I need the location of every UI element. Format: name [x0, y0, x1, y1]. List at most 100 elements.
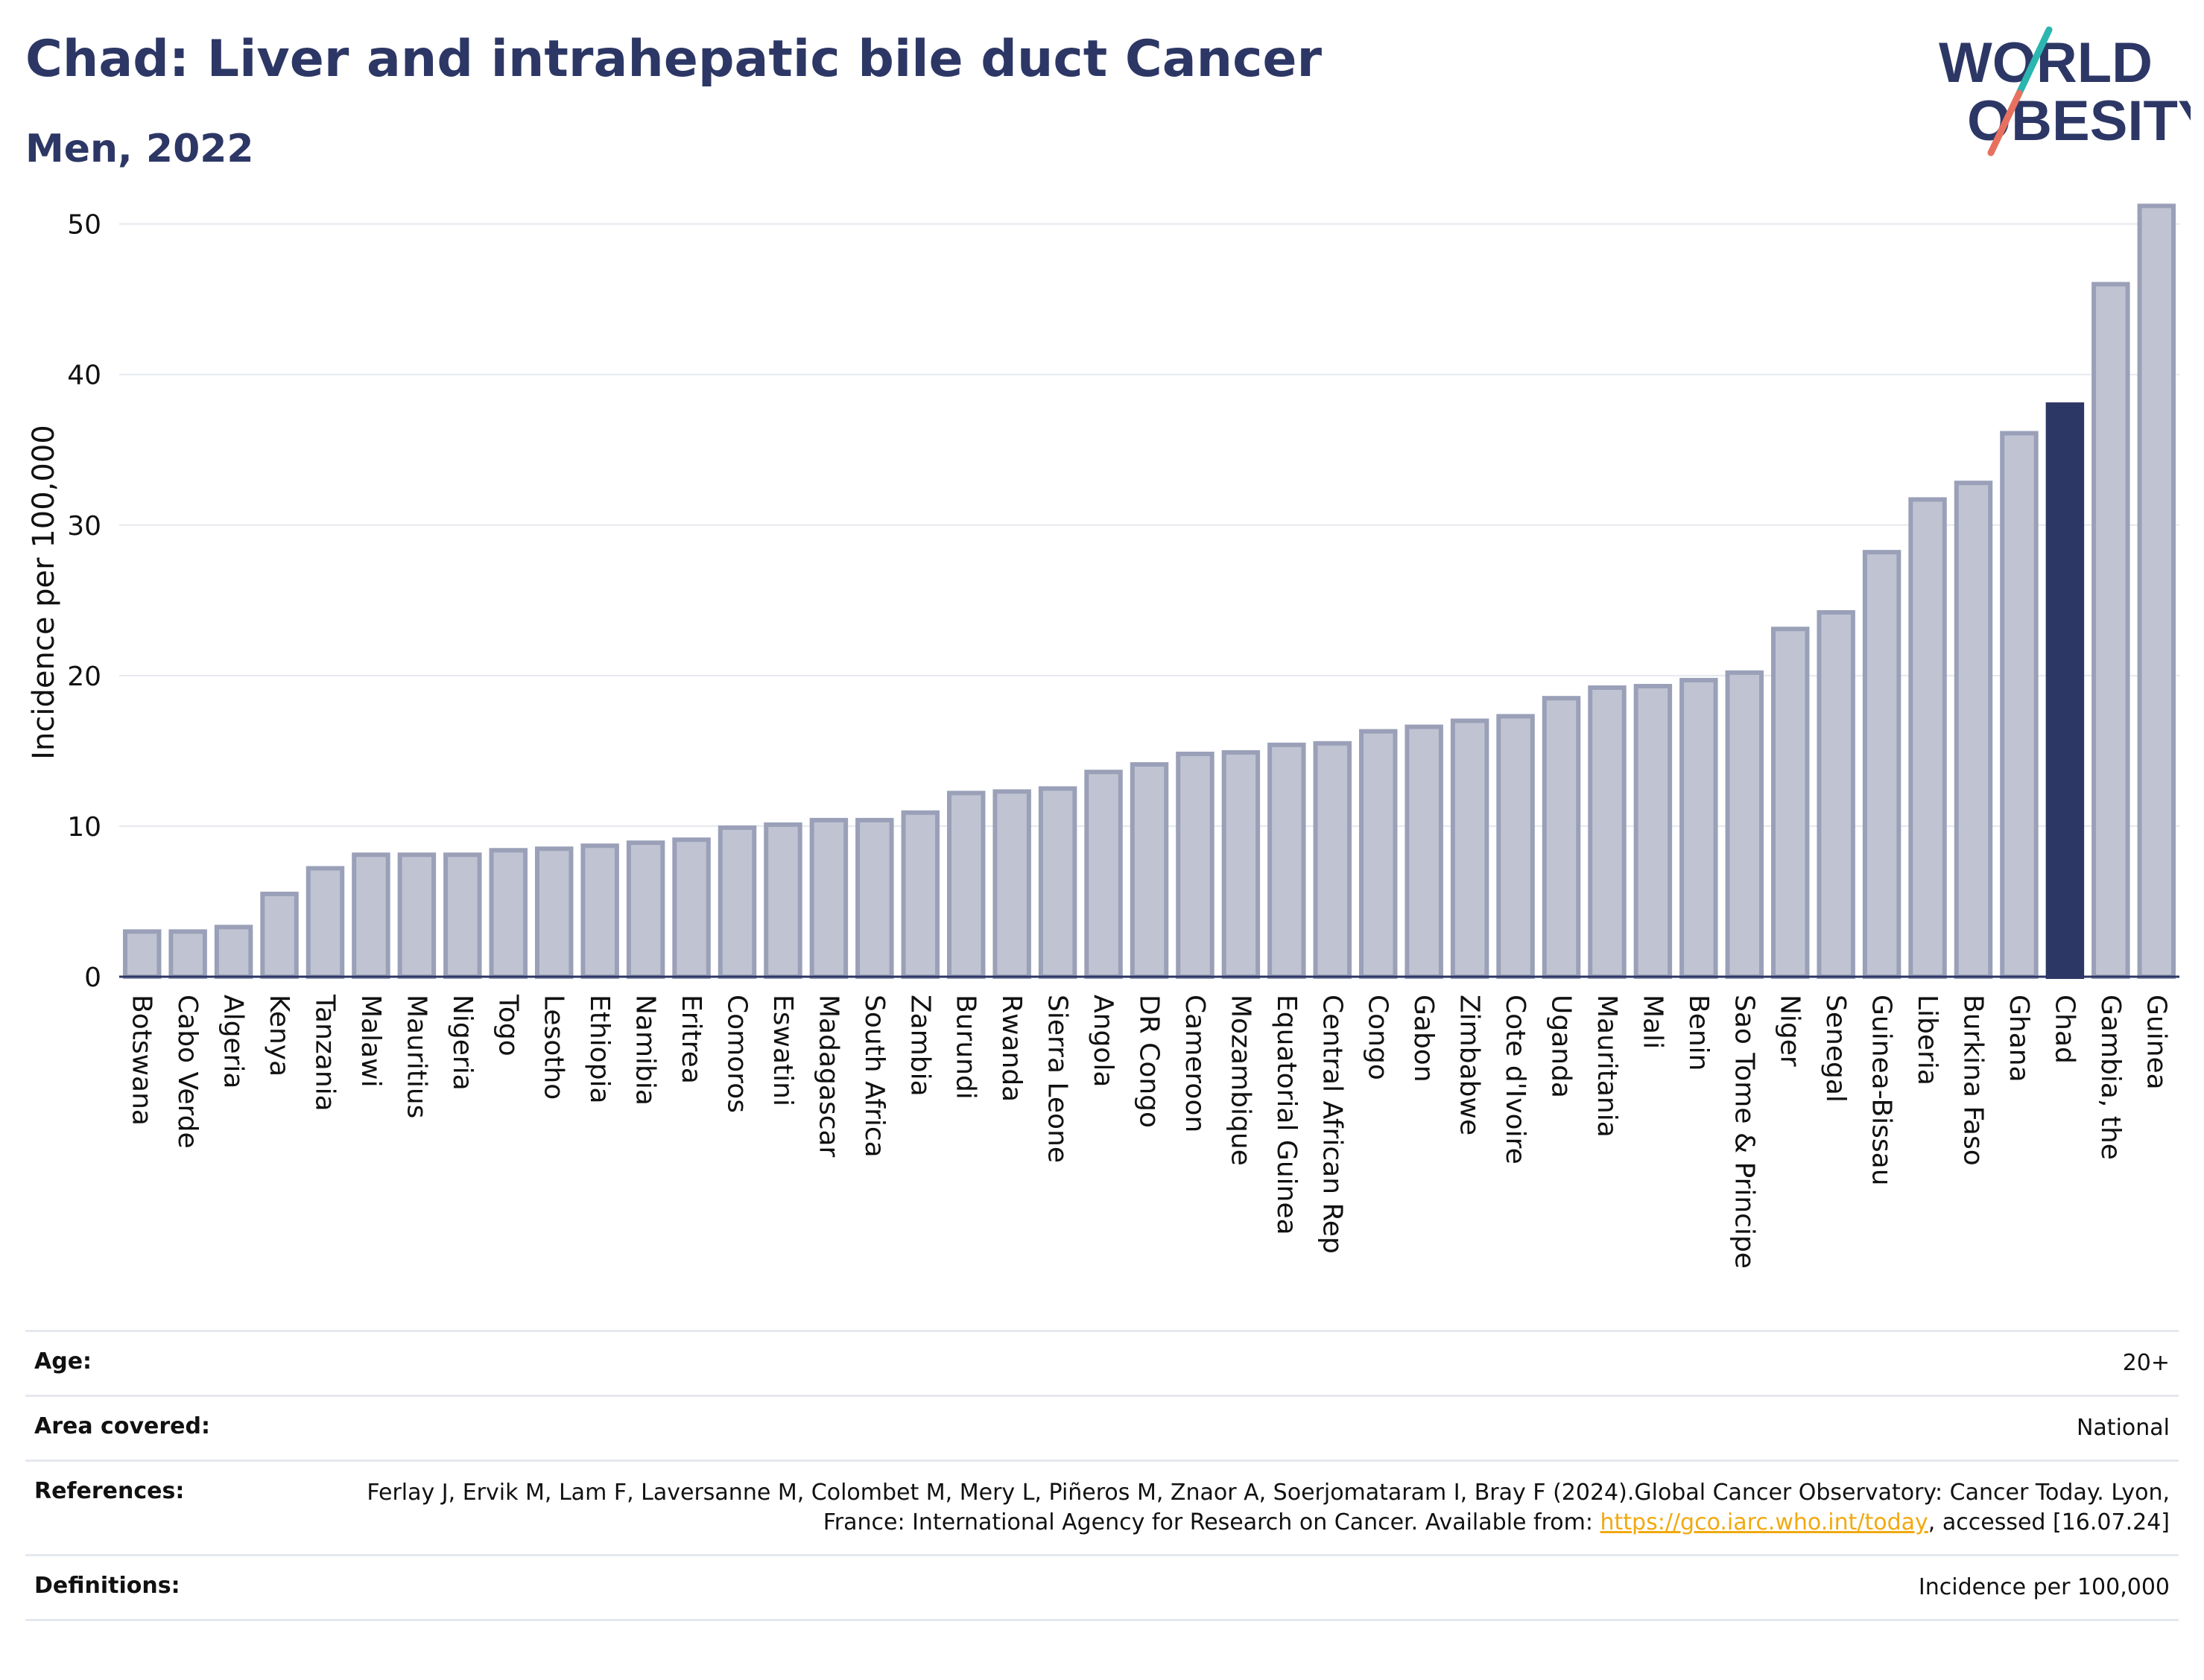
meta-row-age: Age: 20+ [25, 1330, 2179, 1395]
bar-guinea [2137, 203, 2176, 980]
y-tick-label: 20 [67, 662, 101, 692]
bar-botswana [122, 929, 162, 979]
x-tick-label: Eswatini [767, 995, 798, 1106]
bar-madagascar [809, 817, 849, 980]
x-tick-label: Comoros [722, 995, 753, 1113]
bar-kenya [260, 891, 299, 980]
bar-mali [1633, 683, 1673, 979]
x-tick-label: Guinea [2141, 995, 2171, 1090]
bar-burkina-faso [1954, 481, 1993, 979]
logo-slash-coral [1987, 89, 2023, 156]
bar-angola [1084, 770, 1123, 979]
bar-algeria [214, 925, 253, 979]
bar-namibia [626, 840, 665, 979]
x-tick-label: Tanzania [310, 994, 341, 1112]
y-tick-labels: 0 10 20 30 40 50 [67, 210, 101, 993]
x-tick-label: Mozambique [1225, 995, 1255, 1166]
bar-cote-d-ivoire [1496, 714, 1535, 979]
bar-niger [1770, 627, 1810, 980]
x-tick-label: Equatorial Guinea [1271, 995, 1302, 1235]
x-tick-label: Zambia [905, 995, 935, 1097]
references-tail: , accessed [16.07.24] [1928, 1509, 2170, 1535]
y-tick-label: 40 [67, 361, 101, 391]
x-tick-label: Sierra Leone [1042, 995, 1073, 1163]
bar-guinea-bissau [1862, 550, 1901, 979]
area-value: National [2076, 1415, 2170, 1441]
y-tick-label: 10 [67, 812, 101, 843]
x-tick-label: Rwanda [996, 995, 1027, 1102]
bar-eswatini [764, 822, 802, 980]
logo-slash-teal [2015, 26, 2053, 97]
bar-tanzania [305, 866, 345, 979]
bar-gambia-the [2091, 282, 2130, 979]
meta-row-definitions: Definitions: Incidence per 100,000 [25, 1554, 2179, 1621]
x-tick-label: Malawi [355, 995, 386, 1088]
world-obesity-logo: WORLD OBESITY [1939, 26, 2191, 156]
x-tick-label: South Africa [859, 995, 890, 1158]
x-tick-label: Niger [1775, 995, 1805, 1067]
x-tick-label: Madagascar [813, 995, 843, 1158]
bar-cameroon [1176, 751, 1215, 979]
bar-ghana [2000, 431, 2039, 979]
meta-row-references: References: Ferlay J, Ervik M, Lam F, La… [25, 1459, 2179, 1554]
bars [122, 203, 2176, 980]
bar-chad [2045, 402, 2085, 979]
bar-togo [489, 848, 528, 979]
x-tick-label: Ghana [2004, 995, 2034, 1083]
x-tick-label: Liberia [1912, 995, 1942, 1085]
bar-burundi [946, 790, 986, 979]
age-label: Age: [34, 1348, 92, 1375]
y-axis-label: Incidence per 100,000 [27, 425, 61, 760]
x-tick-label: Ethiopia [584, 995, 615, 1104]
definitions-label: Definitions: [34, 1573, 180, 1599]
x-tick-label: Gambia, the [2095, 995, 2126, 1160]
age-value: 20+ [2122, 1350, 2170, 1376]
x-tick-label: Congo [1363, 995, 1393, 1080]
bar-comoros [718, 825, 757, 980]
references-text: Ferlay J, Ervik M, Lam F, Laversanne M, … [367, 1480, 2170, 1535]
bar-dr-congo [1130, 762, 1169, 980]
bar-senegal [1817, 609, 1855, 979]
bar-liberia [1908, 497, 1947, 979]
x-tick-labels: Botswana Cabo Verde Algeria Kenya Tanzania Ma… [127, 994, 2172, 1269]
definitions-value: Incidence per 100,000 [1918, 1574, 2170, 1600]
x-tick-label: Namibia [630, 995, 661, 1106]
y-tick-label: 30 [67, 511, 101, 542]
x-tick-label: Togo [493, 994, 523, 1056]
metadata-table: Age: 20+ Area covered: National Referenc… [25, 1330, 2179, 1621]
bar-malawi [352, 852, 390, 979]
bar-rwanda [992, 789, 1031, 979]
y-tick-label: 0 [84, 963, 101, 993]
bar-congo [1358, 729, 1398, 980]
bar-gabon [1405, 724, 1443, 979]
bar-zambia [901, 810, 940, 980]
bar-equatorial-guinea [1267, 742, 1306, 979]
y-tick-label: 50 [67, 210, 101, 241]
x-tick-label: Kenya [264, 995, 294, 1077]
x-tick-label: Mauritius [401, 995, 431, 1118]
bar-ethiopia [580, 843, 619, 979]
x-tick-label: DR Congo [1134, 995, 1165, 1128]
bar-mauritius [397, 852, 437, 979]
x-tick-label: Chad [2049, 995, 2080, 1064]
references-link[interactable]: https://gco.iarc.who.int/today [1600, 1509, 1928, 1535]
x-tick-label: Eritrea [676, 995, 706, 1084]
bar-zimbabwe [1450, 718, 1489, 979]
x-tick-label: Benin [1683, 995, 1714, 1071]
x-tick-label: Algeria [218, 995, 249, 1089]
bar-chart: 0 10 20 30 40 50 Botswana Cabo Verde Algeria Ken… [27, 203, 2179, 1269]
x-tick-label: Gabon [1408, 995, 1439, 1083]
bar-benin [1679, 677, 1718, 979]
x-tick-label: Cameroon [1179, 995, 1210, 1132]
bar-mauritania [1588, 685, 1627, 979]
x-tick-label: Senegal [1820, 995, 1851, 1103]
x-tick-label: Sao Tome & Principe [1729, 995, 1759, 1269]
meta-row-area: Area covered: National [25, 1395, 2179, 1459]
x-tick-label: Cote d'Ivoire [1500, 995, 1530, 1164]
chart-title: Chad: Liver and intrahepatic bile duct C… [25, 30, 1323, 89]
area-label: Area covered: [34, 1413, 210, 1439]
x-tick-label: Burkina Faso [1958, 995, 1989, 1166]
x-tick-label: Mauritania [1592, 995, 1622, 1138]
bar-central-african-rep [1313, 741, 1352, 979]
bar-sierra-leone [1038, 786, 1077, 979]
